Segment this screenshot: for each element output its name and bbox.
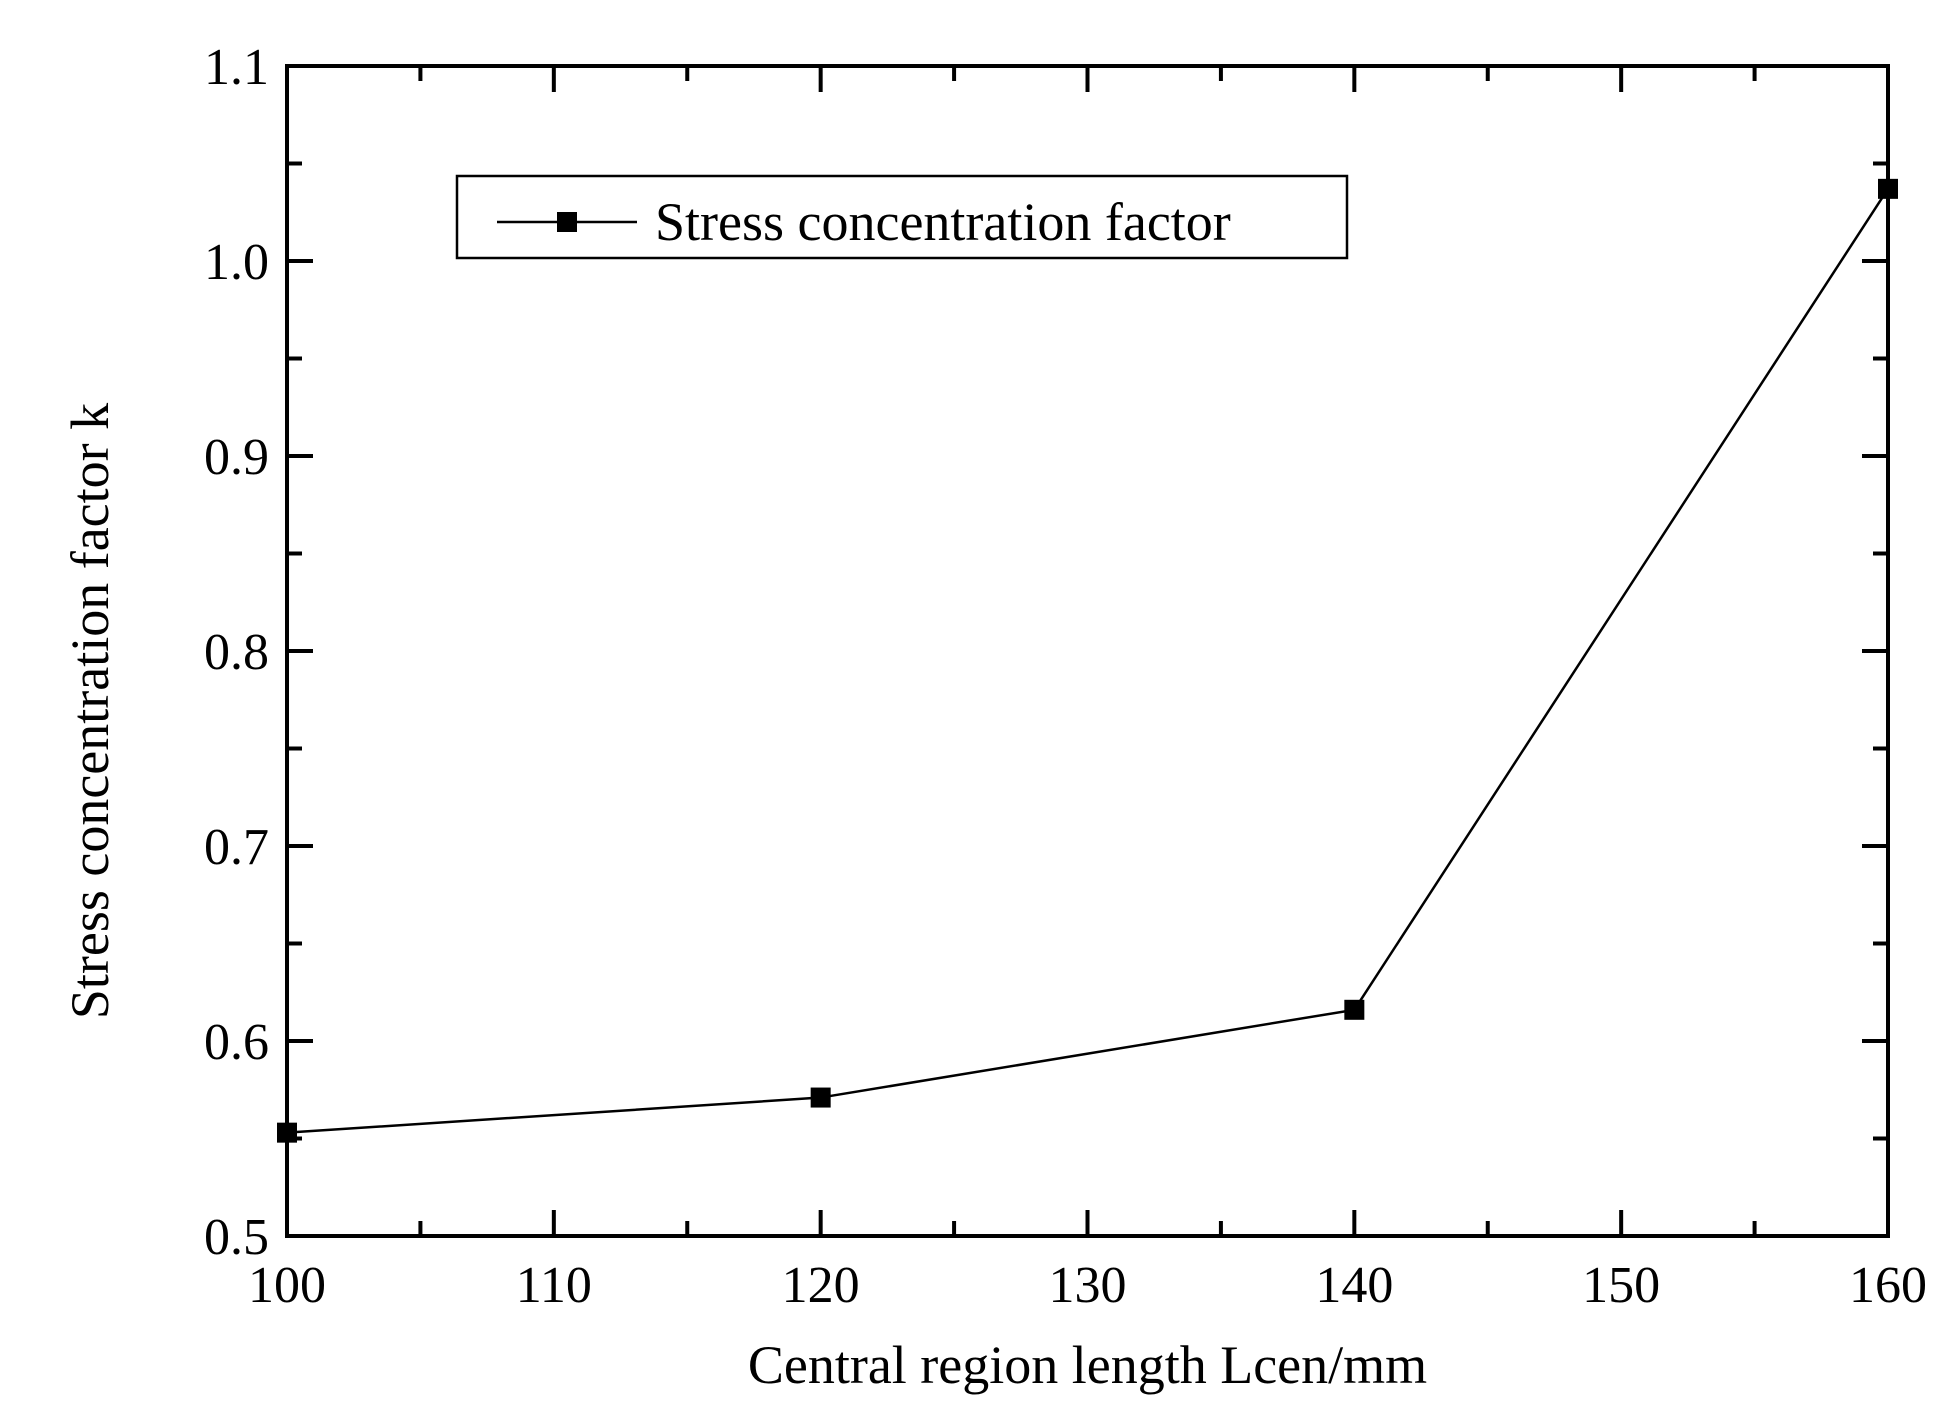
series-line [286,188,1890,1134]
data-point-marker [810,1087,831,1108]
legend-box [455,174,1349,260]
x-tick-label: 110 [516,1257,592,1314]
y-tick-label: 1.1 [204,39,269,96]
x-tick-label: 150 [1582,1257,1660,1314]
x-tick-label: 160 [1849,1257,1927,1314]
x-tick-label: 130 [1049,1257,1127,1314]
y-axis-label: Stress concentration factor k [60,403,120,1019]
x-tick-label: 140 [1315,1257,1393,1314]
legend-marker [557,212,577,232]
x-tick-label: 120 [782,1257,860,1314]
y-tick-label: 1.0 [204,234,269,291]
axis-ticks [285,64,1890,1238]
x-tick-label: 100 [248,1257,326,1314]
y-tick-label: 0.6 [204,1014,269,1071]
data-point-marker [1344,999,1365,1020]
legend-label: Stress concentration factor [655,192,1231,252]
tick-labels: 100 110 120 130 140 150 160 0.5 0.6 0.7 0.8 0.9 1.0 1… [204,39,1927,1314]
y-tick-label: 0.7 [204,819,269,876]
x-axis-label: Central region length Lcen/mm [748,1335,1427,1395]
y-tick-label: 0.9 [204,429,269,486]
plot-frame [285,64,1890,1238]
legend: Stress concentration factor [455,174,1349,260]
y-tick-label: 0.8 [204,624,269,681]
y-tick-label: 0.5 [204,1209,269,1266]
